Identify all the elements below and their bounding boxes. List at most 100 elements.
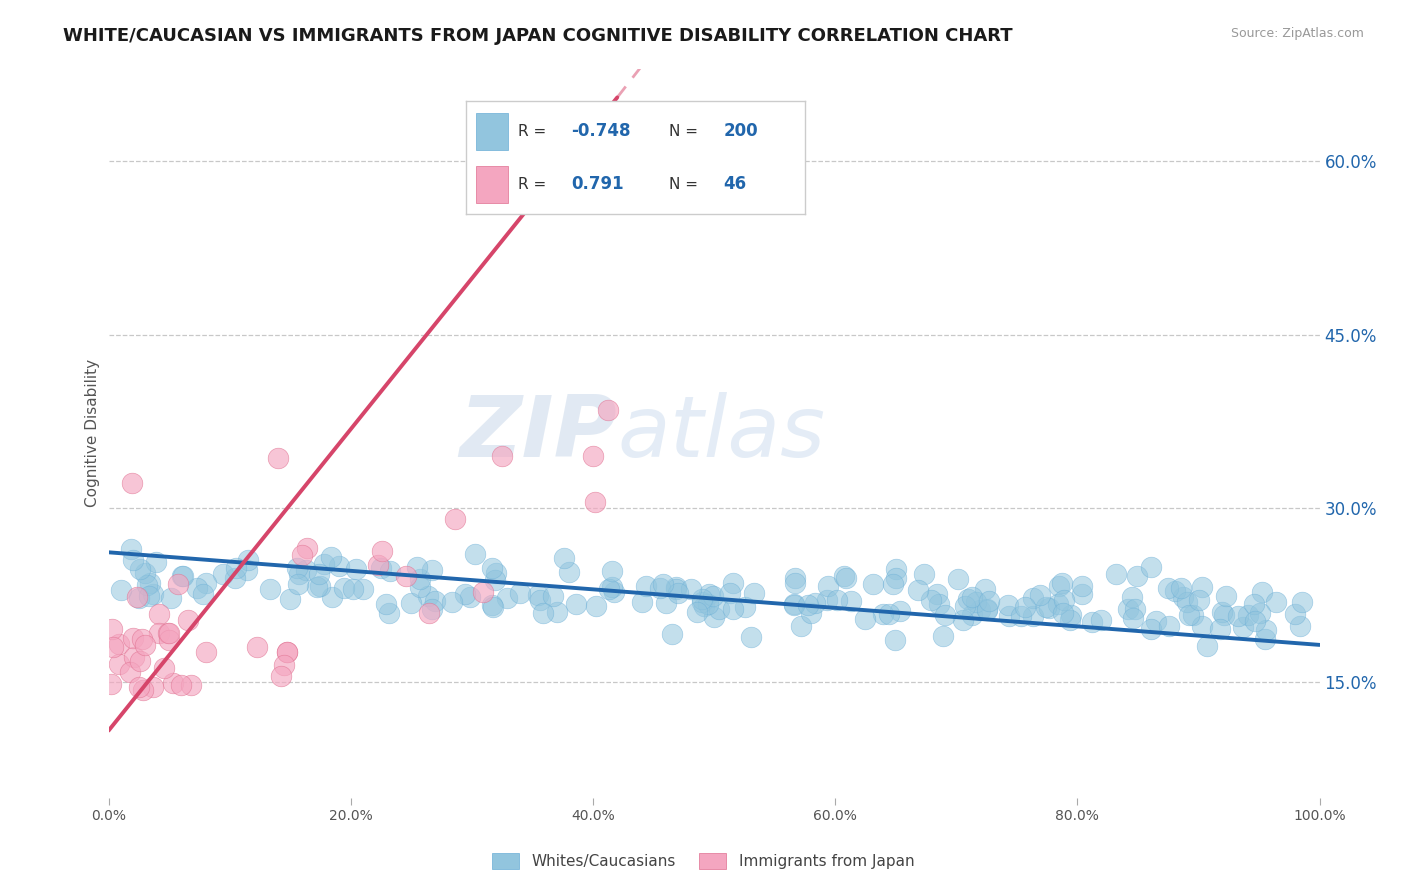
Point (974, 582, 997, 596)
Point (553, 551, 575, 566)
Point (1171, 591, 1194, 605)
Point (101, 640, 124, 655)
Point (557, 565, 579, 579)
Point (139, 576, 162, 591)
Point (1022, 591, 1045, 605)
Point (790, 618, 813, 632)
Point (378, 565, 401, 579)
Point (1123, 602, 1146, 616)
Point (1254, 623, 1277, 637)
Point (817, 578, 839, 592)
Point (853, 612, 876, 626)
Point (872, 607, 894, 621)
Point (276, 645, 298, 659)
Point (631, 595, 654, 609)
Point (416, 589, 439, 603)
Point (1090, 613, 1112, 627)
Point (1284, 607, 1306, 621)
Point (131, 632, 153, 646)
Point (707, 602, 730, 616)
Point (596, 403, 619, 417)
Point (172, 569, 194, 583)
Point (665, 580, 688, 594)
Point (195, 576, 218, 591)
Point (128, 591, 150, 605)
Point (100, 677, 122, 691)
Point (153, 661, 176, 675)
Point (998, 608, 1021, 623)
Point (602, 584, 624, 599)
Point (295, 563, 318, 577)
Point (1243, 597, 1265, 611)
Point (602, 580, 624, 594)
Point (423, 594, 446, 608)
Point (236, 553, 259, 567)
Point (1050, 576, 1073, 591)
Point (634, 579, 657, 593)
Point (1022, 608, 1045, 623)
Text: ZIP: ZIP (460, 392, 617, 475)
Point (420, 601, 443, 615)
Point (142, 681, 165, 695)
Point (1213, 608, 1236, 623)
Point (186, 581, 208, 595)
Point (1182, 607, 1205, 622)
Point (783, 597, 806, 611)
Point (529, 593, 551, 607)
Point (932, 630, 955, 644)
Text: atlas: atlas (617, 392, 825, 475)
Point (312, 558, 335, 572)
Point (1170, 582, 1192, 596)
Point (121, 631, 143, 645)
Point (928, 597, 950, 611)
Point (543, 590, 565, 604)
Point (693, 599, 716, 614)
Point (259, 582, 281, 597)
Point (162, 676, 184, 690)
Point (172, 568, 194, 582)
Point (946, 572, 969, 586)
Point (273, 657, 295, 672)
Point (1070, 587, 1092, 601)
Point (1195, 640, 1218, 654)
Point (531, 606, 554, 620)
Point (565, 597, 588, 611)
Point (882, 577, 904, 591)
Point (1038, 601, 1060, 615)
Point (1029, 588, 1052, 602)
Point (651, 577, 673, 591)
Point (804, 596, 827, 610)
Y-axis label: Cognitive Disability: Cognitive Disability (86, 359, 100, 508)
Point (287, 577, 309, 591)
Point (395, 568, 418, 582)
Point (321, 550, 343, 565)
Point (740, 630, 762, 644)
Point (157, 632, 180, 647)
Point (288, 566, 311, 581)
Point (1121, 591, 1143, 605)
Point (308, 579, 330, 593)
Point (287, 560, 309, 574)
Point (110, 582, 132, 597)
Point (920, 593, 942, 607)
Point (1081, 615, 1104, 629)
Point (1191, 580, 1213, 594)
Point (100, 622, 122, 636)
Point (509, 585, 531, 599)
Point (121, 553, 143, 567)
Point (960, 608, 983, 623)
Point (1178, 607, 1201, 622)
Point (827, 593, 849, 607)
Point (371, 544, 394, 558)
Point (877, 607, 900, 621)
Point (1010, 609, 1032, 624)
Point (1071, 579, 1094, 593)
Text: WHITE/CAUCASIAN VS IMMIGRANTS FROM JAPAN COGNITIVE DISABILITY CORRELATION CHART: WHITE/CAUCASIAN VS IMMIGRANTS FROM JAPAN… (63, 27, 1012, 45)
Point (1139, 622, 1161, 636)
Point (170, 678, 193, 692)
Point (1059, 613, 1081, 627)
Point (1227, 608, 1250, 623)
Point (148, 625, 170, 640)
Point (1035, 599, 1057, 614)
Point (471, 585, 494, 599)
